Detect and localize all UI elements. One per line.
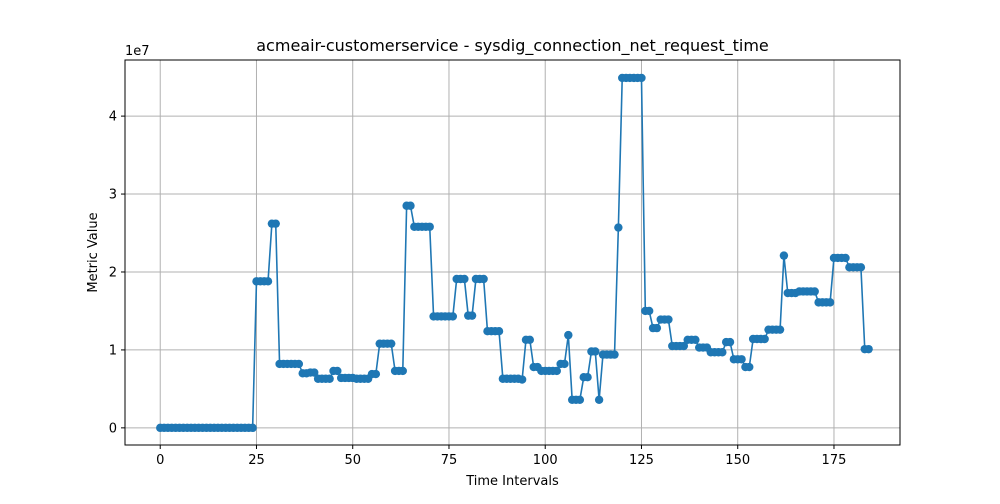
data-point [664, 315, 673, 324]
data-point [406, 201, 415, 210]
data-point [779, 251, 789, 260]
y-axis-label: Metric Value [86, 212, 101, 292]
data-point [737, 355, 746, 364]
data-point [644, 306, 654, 316]
data-point [325, 374, 334, 383]
data-point [614, 223, 623, 232]
data-point [637, 73, 646, 83]
data-point [725, 337, 735, 347]
data-point [775, 325, 785, 334]
x-tick-label: 125 [629, 453, 654, 468]
data-point [841, 253, 850, 263]
y-tick-label: 2 [109, 265, 117, 280]
data-point [333, 366, 342, 376]
axis-ticks: 0 25 50 75 100 125 150 175 0 1 2 3 4 [109, 110, 847, 468]
data-point [810, 287, 819, 296]
x-tick-label: 150 [725, 453, 750, 468]
x-tick-label: 75 [441, 453, 458, 468]
plot-area-frame [124, 59, 901, 446]
x-tick-label: 25 [248, 453, 265, 468]
data-point [467, 311, 477, 320]
data-point [425, 222, 434, 231]
x-tick-label: 100 [533, 453, 558, 468]
x-tick-label: 0 [156, 453, 164, 468]
y-tick-label: 4 [109, 110, 117, 125]
data-point [745, 362, 754, 372]
data-point [248, 423, 257, 433]
data-point [610, 350, 619, 359]
x-tick-label: 175 [822, 453, 847, 468]
data-point [552, 366, 561, 376]
x-axis-label: Time Intervals [465, 474, 559, 489]
y-tick-label: 1 [109, 343, 117, 358]
y-axis-scale-label: 1e7 [125, 44, 150, 59]
data-point [271, 219, 280, 228]
data-point [652, 323, 662, 333]
data-point [294, 359, 304, 369]
data-point [691, 335, 700, 344]
data-point [864, 344, 873, 354]
data-point [517, 375, 527, 384]
data-point [594, 395, 604, 404]
data-point [856, 263, 866, 272]
data-point [583, 373, 592, 382]
x-tick-label: 50 [344, 453, 361, 468]
data-point [718, 348, 727, 357]
series-layer [156, 73, 873, 433]
data-point [387, 339, 396, 348]
data-point [591, 347, 600, 356]
y-tick-label: 3 [109, 188, 117, 203]
data-point [560, 359, 569, 369]
data-point [825, 298, 835, 307]
data-point [371, 369, 381, 379]
data-point [494, 327, 504, 336]
data-point [263, 277, 273, 286]
y-tick-label: 0 [109, 421, 117, 436]
data-point [564, 330, 573, 340]
data-point [525, 335, 535, 344]
data-point [575, 395, 585, 404]
data-point [460, 274, 469, 284]
data-point [679, 341, 689, 351]
data-point [398, 366, 407, 376]
data-point [760, 334, 769, 344]
data-point [310, 368, 319, 377]
data-point [479, 274, 488, 284]
chart-title: acmeair-customerservice - sysdig_connect… [256, 36, 769, 56]
data-point [448, 312, 458, 321]
